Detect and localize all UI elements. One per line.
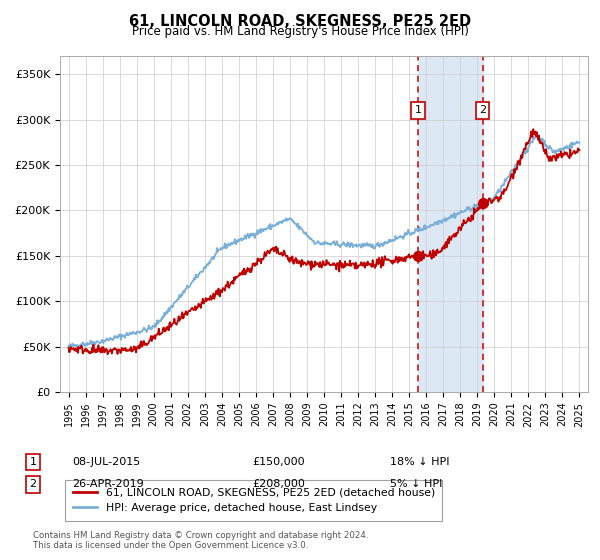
Legend: 61, LINCOLN ROAD, SKEGNESS, PE25 2ED (detached house), HPI: Average price, detac: 61, LINCOLN ROAD, SKEGNESS, PE25 2ED (de… (65, 480, 442, 521)
Text: 2: 2 (479, 105, 487, 115)
Text: Price paid vs. HM Land Registry's House Price Index (HPI): Price paid vs. HM Land Registry's House … (131, 25, 469, 38)
Text: 61, LINCOLN ROAD, SKEGNESS, PE25 2ED: 61, LINCOLN ROAD, SKEGNESS, PE25 2ED (129, 14, 471, 29)
Bar (418, 56, 483, 392)
Text: £150,000: £150,000 (252, 457, 305, 467)
Text: 5% ↓ HPI: 5% ↓ HPI (390, 479, 442, 489)
Text: 18% ↓ HPI: 18% ↓ HPI (390, 457, 449, 467)
Text: 26-APR-2019: 26-APR-2019 (72, 479, 144, 489)
Text: 2: 2 (29, 479, 37, 489)
Text: Contains HM Land Registry data © Crown copyright and database right 2024.
This d: Contains HM Land Registry data © Crown c… (33, 530, 368, 550)
Text: £208,000: £208,000 (252, 479, 305, 489)
Text: 08-JUL-2015: 08-JUL-2015 (72, 457, 140, 467)
Text: 1: 1 (29, 457, 37, 467)
Text: 1: 1 (415, 105, 422, 115)
